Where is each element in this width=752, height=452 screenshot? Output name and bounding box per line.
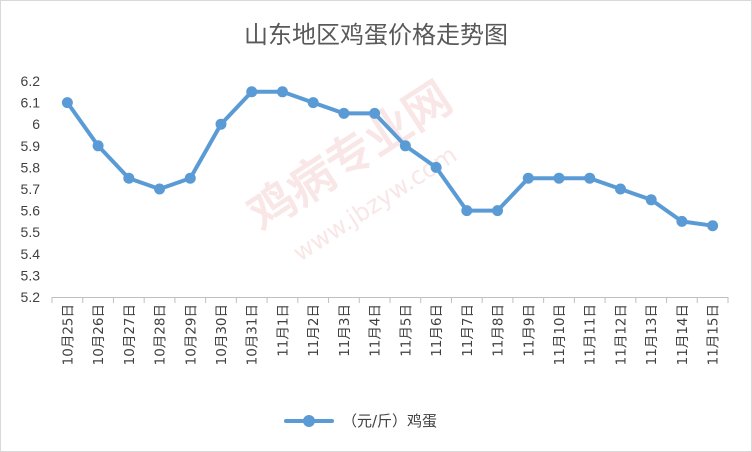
y-tick-label: 5.7: [21, 181, 41, 197]
y-tick-label: 6: [32, 116, 40, 132]
data-point[interactable]: [553, 172, 565, 184]
x-tick-label: 11月2日: [306, 304, 322, 357]
y-tick-label: 5.4: [21, 246, 41, 262]
data-point[interactable]: [184, 172, 196, 184]
data-point[interactable]: [92, 140, 104, 152]
legend-marker-swatch: [303, 415, 315, 427]
x-tick-label: 11月12日: [613, 304, 629, 365]
data-point[interactable]: [246, 86, 258, 98]
x-tick-label: 11月6日: [429, 304, 445, 357]
data-point[interactable]: [584, 172, 596, 184]
legend-label: （元/斤）鸡蛋: [342, 412, 437, 430]
x-axis: 10月25日 10月26日 10月27日 10月28日 10月29日 10月30日 10月3…: [51, 297, 729, 365]
x-tick-label: 11月3日: [337, 304, 353, 357]
y-tick-label: 6.2: [21, 73, 41, 89]
data-point[interactable]: [154, 183, 166, 195]
x-tick-label: 11月14日: [675, 304, 691, 365]
x-tick-label: 11月1日: [275, 304, 291, 357]
x-tick-label: 10月31日: [245, 304, 261, 365]
x-tick-label: 11月9日: [521, 304, 537, 357]
data-point[interactable]: [676, 215, 688, 227]
x-tick-label: 11月4日: [368, 304, 384, 357]
data-point[interactable]: [369, 107, 381, 119]
x-tick-label: 10月28日: [153, 304, 169, 365]
y-tick-label: 5.2: [21, 289, 41, 305]
x-tick-label: 11月7日: [460, 304, 476, 357]
y-tick-label: 5.9: [21, 138, 41, 154]
x-tick-label: 10月27日: [122, 304, 138, 365]
x-tick-label: 11月15日: [706, 304, 722, 365]
data-point[interactable]: [399, 140, 411, 152]
data-point[interactable]: [215, 118, 227, 130]
y-axis: 5.2 5.3 5.4 5.5 5.6 5.7 5.8 5.9 6 6.1 6.2: [21, 73, 41, 305]
data-point[interactable]: [645, 194, 657, 206]
x-tick-label: 10月25日: [60, 304, 76, 365]
data-point[interactable]: [276, 86, 288, 98]
data-point[interactable]: [61, 97, 73, 109]
data-point[interactable]: [707, 220, 719, 232]
x-tick-label: 10月29日: [183, 304, 199, 365]
y-tick-label: 5.6: [21, 203, 41, 219]
x-tick-label: 11月10日: [552, 304, 568, 365]
data-point[interactable]: [430, 161, 442, 173]
data-point[interactable]: [338, 107, 350, 119]
x-tick-label: 11月8日: [491, 304, 507, 357]
y-tick-label: 5.5: [21, 224, 41, 240]
legend[interactable]: （元/斤）鸡蛋: [284, 412, 437, 430]
data-point[interactable]: [614, 183, 626, 195]
data-point[interactable]: [461, 205, 473, 217]
series-layer: [61, 86, 719, 232]
data-point[interactable]: [307, 97, 319, 109]
data-point[interactable]: [123, 172, 135, 184]
x-tick-label: 11月5日: [398, 304, 414, 357]
chart-title: 山东地区鸡蛋价格走势图: [244, 21, 508, 49]
y-tick-label: 5.3: [21, 267, 41, 283]
x-tick-label: 11月13日: [644, 304, 660, 365]
series-line: [65, 89, 715, 228]
data-point[interactable]: [522, 172, 534, 184]
y-tick-label: 6.1: [21, 95, 41, 111]
y-tick-label: 5.8: [21, 159, 41, 175]
x-tick-label: 10月30日: [214, 304, 230, 365]
data-point[interactable]: [492, 205, 504, 217]
x-tick-label: 10月26日: [91, 304, 107, 365]
x-tick-label: 11月11日: [583, 304, 599, 365]
